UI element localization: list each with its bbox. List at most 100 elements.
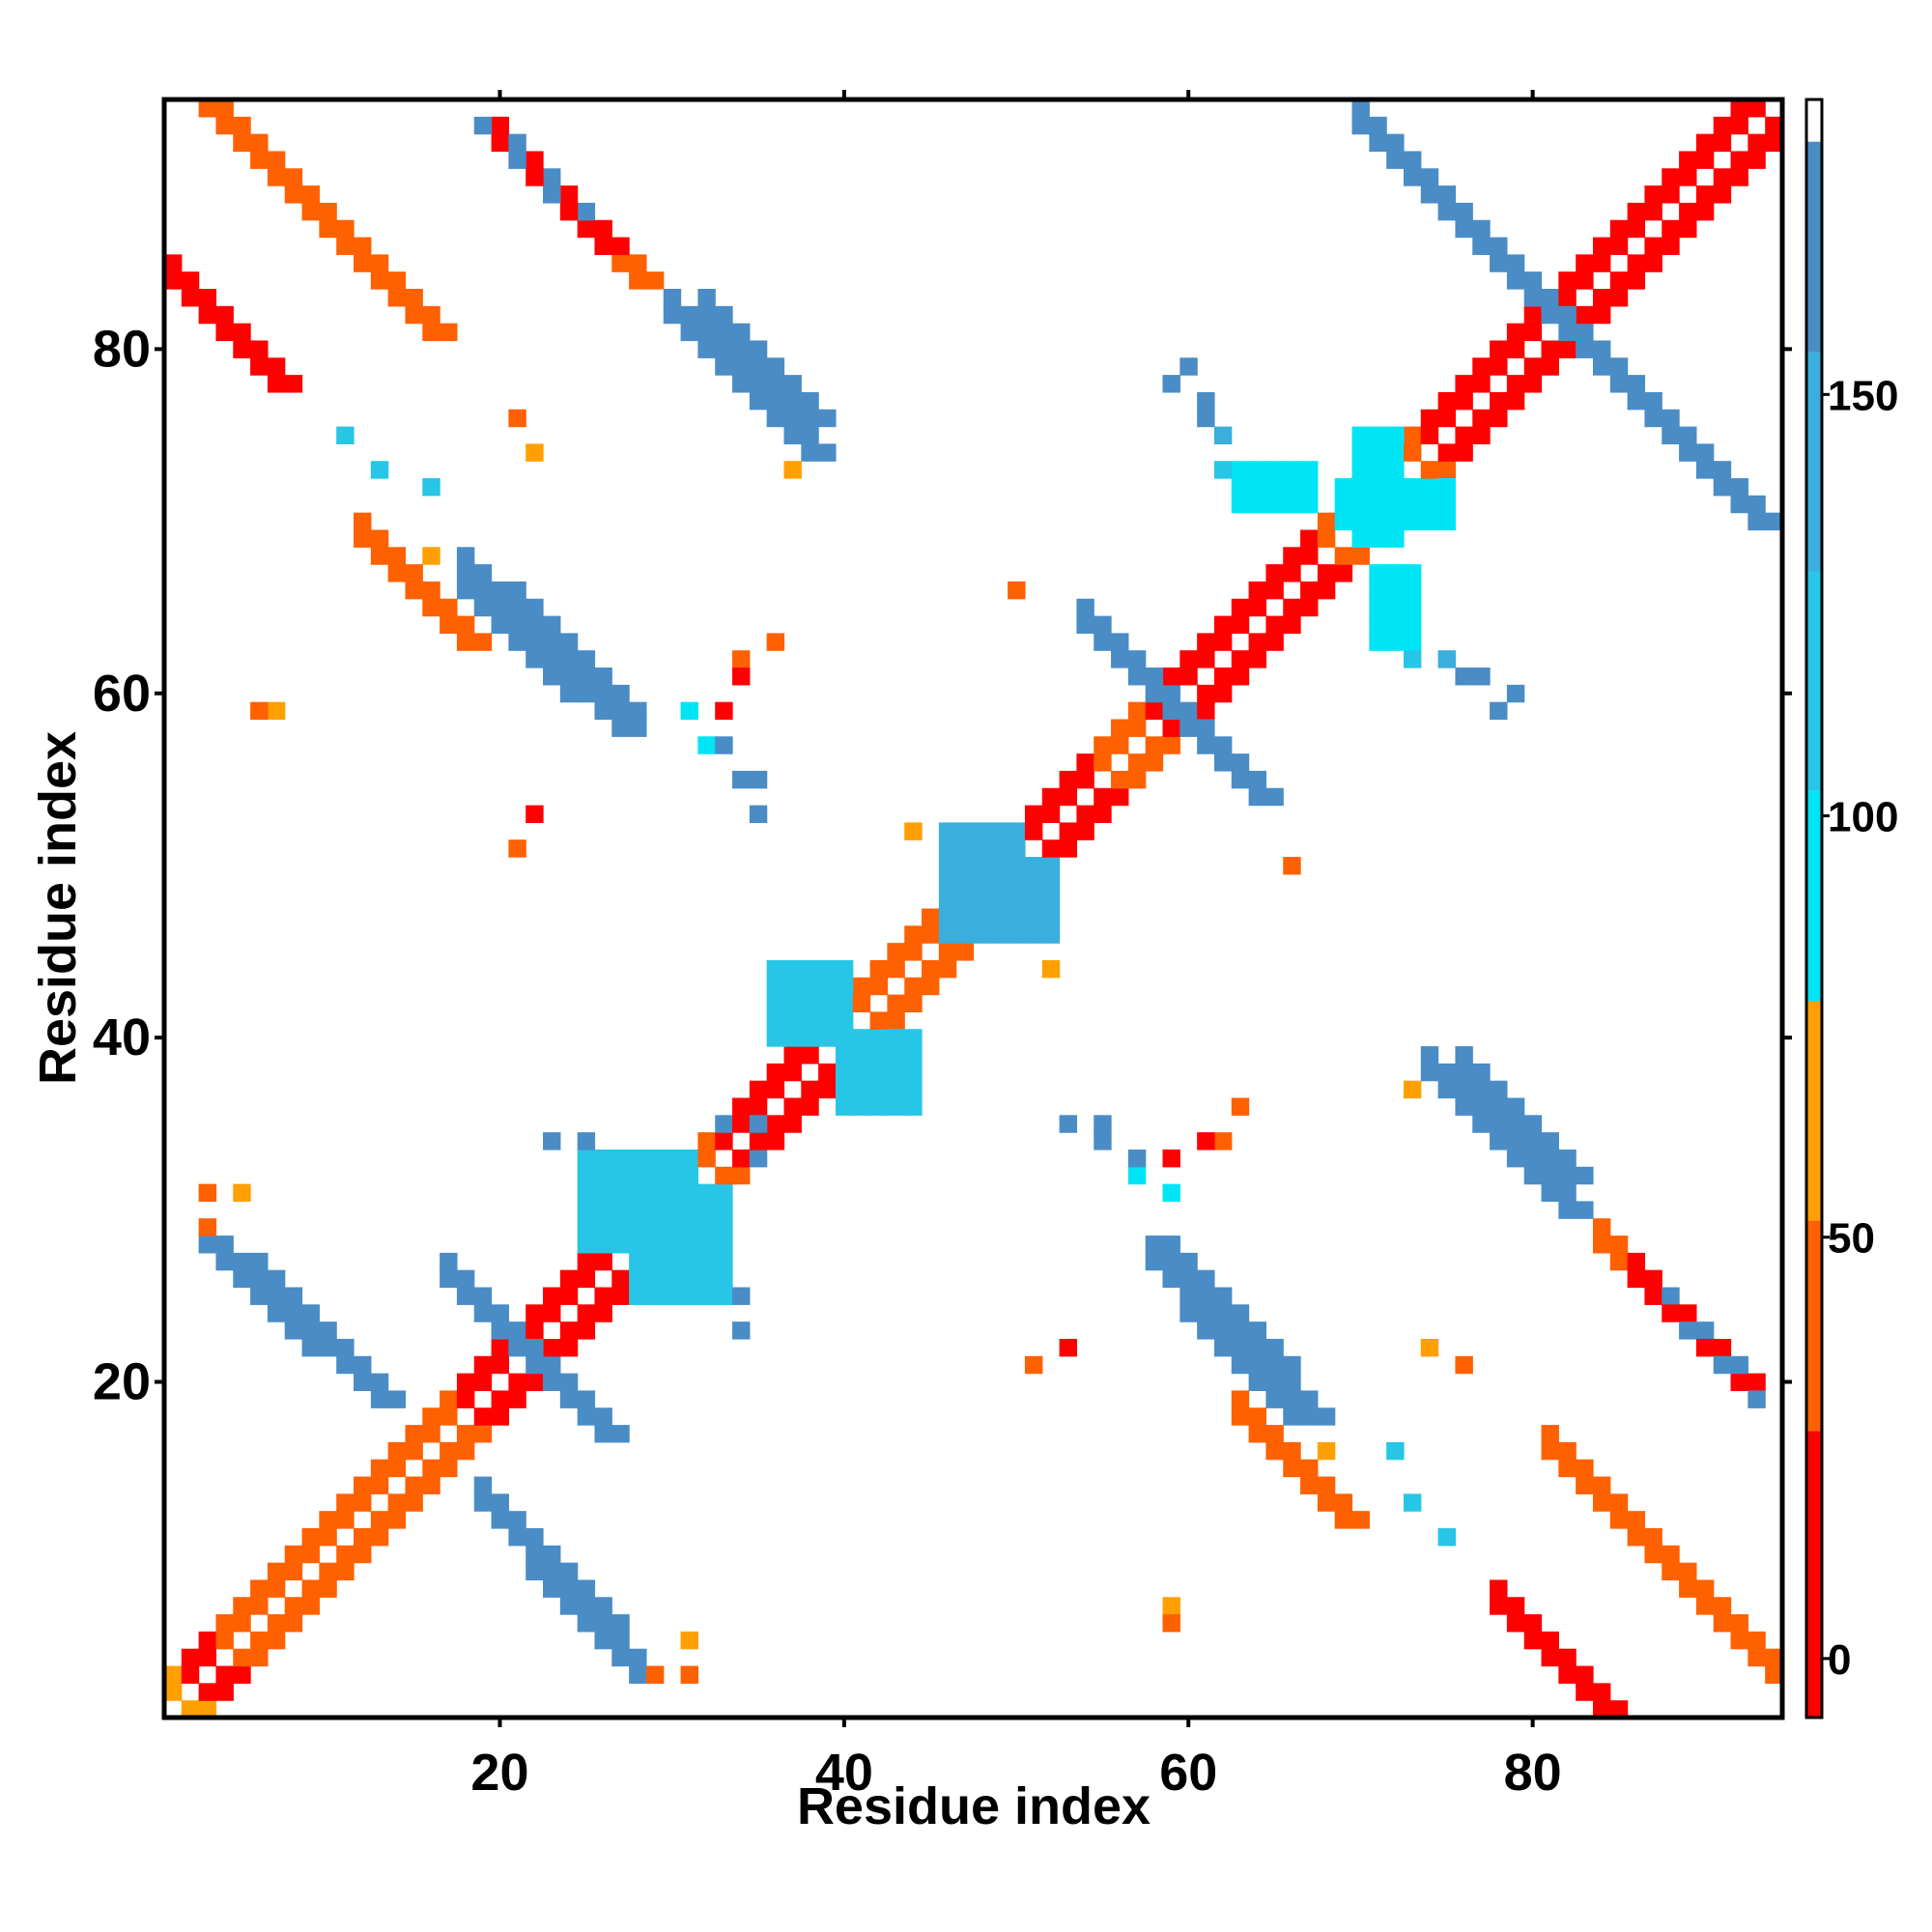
heatmap-cell — [1094, 633, 1112, 651]
heatmap-cell — [1730, 99, 1748, 118]
heatmap-cell — [1679, 426, 1697, 444]
heatmap-cell — [508, 133, 526, 153]
heatmap-cell — [1523, 305, 1543, 325]
heatmap-cell — [715, 1183, 733, 1203]
y-axis-ticks: 20 40 60 80 — [93, 320, 1792, 1411]
heatmap-cell — [1334, 547, 1353, 565]
heatmap-cell — [1179, 719, 1198, 737]
heatmap-cell — [319, 1338, 337, 1357]
colorbar-tick-label: 50 — [1828, 1215, 1875, 1263]
heatmap-cell — [645, 1287, 665, 1305]
heatmap-cell — [577, 1201, 596, 1219]
heatmap-cell — [645, 1166, 665, 1185]
heatmap-cell — [267, 1562, 286, 1581]
heatmap-cell — [1679, 219, 1697, 239]
heatmap-cell — [1662, 1287, 1680, 1305]
heatmap-cell — [904, 1063, 923, 1082]
heatmap-cell — [645, 1201, 665, 1219]
heatmap-cell — [559, 1338, 579, 1357]
heatmap-cell — [250, 1579, 269, 1598]
heatmap-cell — [422, 1459, 440, 1478]
heatmap-cell — [801, 426, 819, 444]
heatmap-cell — [1248, 495, 1267, 514]
heatmap-cell — [1747, 495, 1766, 514]
heatmap-cell — [1386, 443, 1405, 462]
heatmap-cell — [440, 1390, 458, 1408]
heatmap-cell — [629, 1665, 647, 1684]
heatmap-cell — [852, 1063, 871, 1082]
heatmap-cell — [1765, 512, 1783, 531]
heatmap-cell — [1576, 1459, 1594, 1478]
heatmap-cell — [1265, 633, 1284, 651]
heatmap-cell — [1024, 873, 1043, 893]
heatmap-cell — [766, 375, 785, 393]
heatmap-cell — [1437, 495, 1457, 514]
heatmap-cell — [1008, 581, 1026, 600]
heatmap-cell — [1334, 495, 1353, 514]
heatmap-cell — [1472, 1097, 1491, 1116]
heatmap-cell — [301, 1338, 320, 1357]
x-tick-label: 80 — [1504, 1744, 1562, 1802]
heatmap-cell — [1662, 237, 1680, 255]
heatmap-cell — [1213, 753, 1233, 772]
heatmap-cell — [1248, 1407, 1267, 1426]
heatmap-cell — [1403, 650, 1422, 668]
heatmap-cell — [1541, 1648, 1559, 1667]
heatmap-cell — [1162, 1183, 1180, 1203]
heatmap-cell — [1695, 151, 1715, 169]
heatmap-cell — [1213, 1132, 1233, 1151]
heatmap-cell — [732, 1097, 751, 1116]
heatmap-cell — [456, 1373, 475, 1392]
heatmap-cell — [1490, 1132, 1508, 1151]
heatmap-cell — [663, 1183, 682, 1203]
heatmap-cell — [526, 1338, 544, 1357]
heatmap-cell — [835, 994, 854, 1013]
heatmap-cell — [1197, 701, 1215, 721]
heatmap-cell — [1213, 1321, 1233, 1340]
heatmap-cell — [250, 357, 269, 376]
heatmap-cell — [1386, 133, 1405, 153]
heatmap-cell — [1592, 357, 1611, 376]
heatmap-cell — [801, 994, 819, 1013]
heatmap-cell — [1127, 753, 1147, 772]
heatmap-cell — [1713, 461, 1732, 479]
heatmap-cell — [1679, 1562, 1697, 1581]
heatmap-cell — [577, 1166, 596, 1185]
heatmap-cell — [1592, 289, 1611, 307]
heatmap-cell — [1317, 1441, 1336, 1461]
heatmap-cell — [611, 1218, 630, 1236]
colorbar-segment — [1806, 1220, 1822, 1432]
heatmap-cell — [1231, 668, 1250, 686]
heatmap-cell — [577, 1614, 596, 1633]
heatmap-cell — [473, 1476, 493, 1494]
heatmap-cell — [1558, 289, 1577, 307]
heatmap-cell — [680, 1236, 698, 1254]
heatmap-cell — [955, 908, 975, 926]
heatmap-cell — [508, 1511, 526, 1529]
heatmap-cell — [526, 1527, 544, 1547]
heatmap-cell — [319, 1527, 337, 1547]
heatmap-cell — [405, 305, 423, 325]
heatmap-cell — [422, 598, 440, 617]
heatmap-cell — [1231, 461, 1250, 479]
heatmap-cell — [1127, 668, 1147, 686]
heatmap-cell — [405, 1493, 423, 1512]
heatmap-cell — [1386, 1441, 1405, 1461]
heatmap-cell — [422, 323, 440, 342]
heatmap-cell — [611, 254, 630, 272]
heatmap-cell — [1059, 839, 1078, 858]
heatmap-cell — [1490, 1115, 1508, 1133]
heatmap-cell — [577, 684, 596, 703]
heatmap-cell — [198, 1183, 217, 1203]
heatmap-cell — [301, 1321, 320, 1340]
heatmap-cell — [284, 1562, 303, 1581]
heatmap-cell — [1541, 1149, 1559, 1168]
heatmap-cell — [1076, 822, 1094, 840]
heatmap-cell — [629, 1269, 647, 1289]
heatmap-cell — [1024, 1355, 1043, 1375]
heatmap-cell — [766, 1132, 785, 1151]
heatmap-cell — [1197, 1304, 1215, 1322]
heatmap-cell — [1145, 701, 1164, 721]
heatmap-cell — [783, 375, 802, 393]
